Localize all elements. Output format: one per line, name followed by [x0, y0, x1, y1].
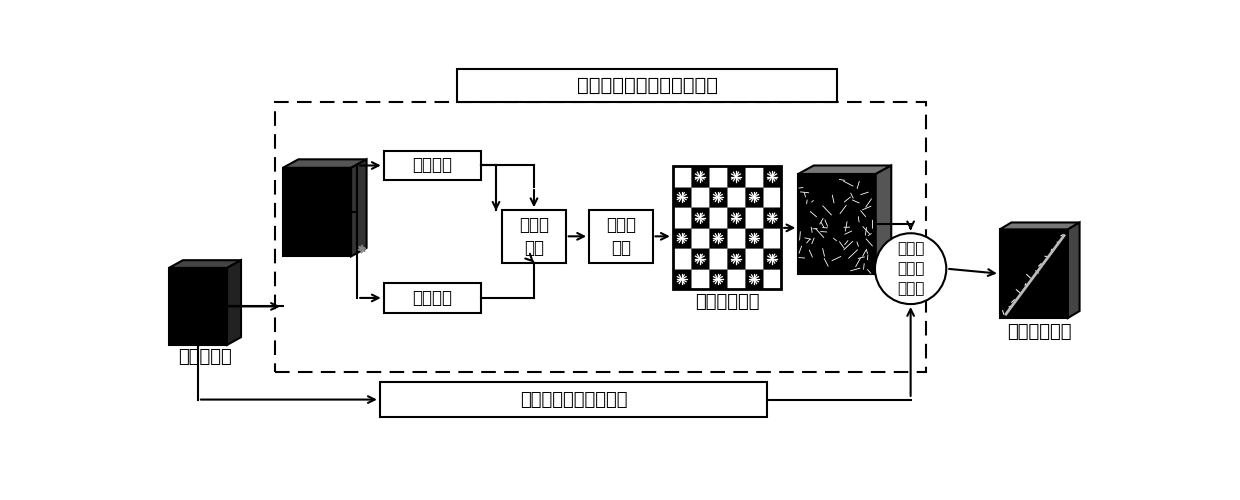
Bar	[709, 187, 727, 208]
Text: 空间信息: 空间信息	[412, 289, 453, 307]
Bar	[727, 269, 745, 289]
Bar	[709, 166, 727, 187]
Text: 基于区域生长的超像素分割: 基于区域生长的超像素分割	[577, 76, 718, 95]
Bar	[999, 230, 1068, 318]
Bar	[745, 187, 763, 208]
Bar	[672, 228, 691, 248]
Bar	[589, 210, 652, 262]
Bar	[379, 382, 768, 418]
Polygon shape	[1068, 222, 1080, 318]
Bar	[763, 228, 781, 248]
Bar	[383, 151, 481, 180]
Polygon shape	[799, 166, 892, 174]
Text: 快速区域生长: 快速区域生长	[694, 293, 759, 311]
Bar	[672, 187, 691, 208]
Bar	[709, 269, 727, 289]
Bar	[763, 269, 781, 289]
Polygon shape	[351, 160, 367, 256]
Bar	[727, 208, 745, 228]
Bar	[763, 187, 781, 208]
Bar	[763, 166, 781, 187]
Bar	[458, 69, 837, 102]
Bar	[672, 208, 691, 228]
Bar	[745, 228, 763, 248]
Bar	[709, 208, 727, 228]
Bar	[275, 102, 926, 372]
Bar	[672, 248, 691, 269]
Polygon shape	[227, 260, 241, 345]
Bar	[691, 269, 709, 289]
Bar	[799, 174, 875, 274]
Polygon shape	[875, 166, 892, 274]
Bar	[727, 228, 745, 248]
Bar	[727, 248, 745, 269]
Polygon shape	[169, 260, 241, 268]
Text: 高光谱图像: 高光谱图像	[179, 348, 232, 366]
Bar	[727, 187, 745, 208]
Bar	[709, 248, 727, 269]
Bar	[169, 268, 227, 345]
Bar	[691, 187, 709, 208]
Bar	[763, 208, 781, 228]
Bar	[727, 166, 745, 187]
Circle shape	[875, 233, 946, 304]
Bar	[763, 248, 781, 269]
Bar	[745, 166, 763, 187]
Bar	[691, 166, 709, 187]
Bar	[709, 228, 727, 248]
Polygon shape	[999, 222, 1080, 230]
Text: 距离映
射图: 距离映 射图	[606, 216, 636, 257]
Bar	[745, 208, 763, 228]
Bar	[672, 269, 691, 289]
Text: 基于像素的高光谱分类: 基于像素的高光谱分类	[520, 390, 627, 408]
Bar	[691, 228, 709, 248]
Bar	[691, 248, 709, 269]
Polygon shape	[283, 160, 367, 168]
Bar	[283, 168, 351, 256]
Bar	[502, 210, 565, 262]
Bar	[383, 284, 481, 312]
Bar	[745, 269, 763, 289]
Text: 纹理自
适应融
合策略: 纹理自 适应融 合策略	[897, 242, 924, 296]
Bar	[672, 166, 691, 187]
Text: 光谱信息: 光谱信息	[412, 156, 453, 174]
Text: 最终分类结果: 最终分类结果	[1007, 323, 1071, 341]
Text: 相似性
距离: 相似性 距离	[520, 216, 549, 257]
Bar	[672, 166, 781, 290]
Bar	[745, 248, 763, 269]
Bar	[691, 208, 709, 228]
